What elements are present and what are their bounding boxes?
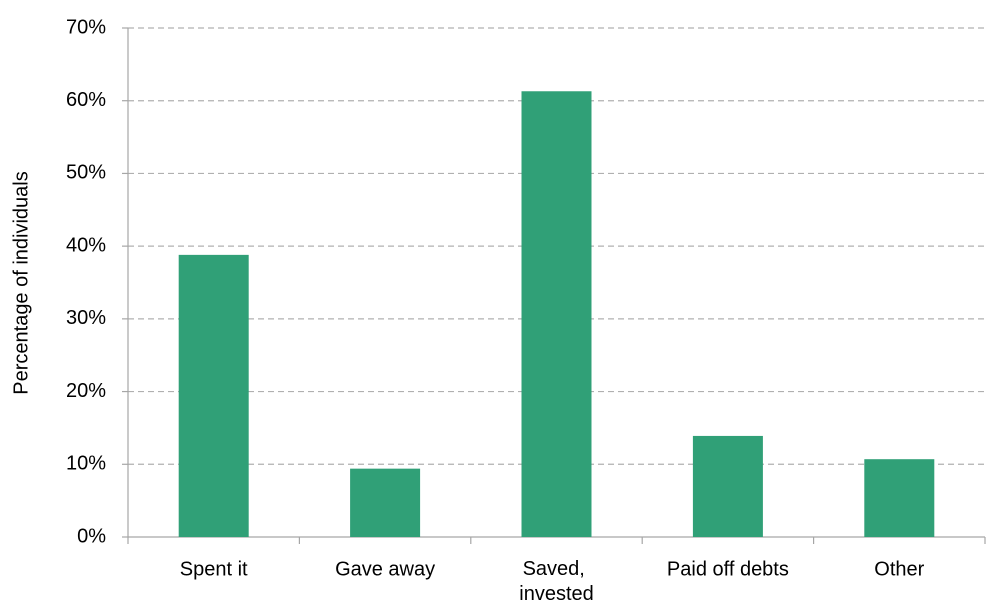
y-tick-label: 70% <box>66 16 106 38</box>
bar <box>864 459 935 537</box>
x-tick-label: Spent it <box>180 558 248 580</box>
y-tick-label: 0% <box>77 525 106 547</box>
bar <box>178 254 249 537</box>
bar <box>692 435 763 537</box>
y-axis-label: Percentage of individuals <box>10 171 32 394</box>
y-tick-label: 30% <box>66 307 106 329</box>
bar <box>350 468 421 537</box>
y-tick-label: 10% <box>66 453 106 475</box>
x-tick-label: Paid off debts <box>667 558 789 580</box>
x-tick-label: Saved, invested <box>519 558 594 605</box>
y-tick-label: 20% <box>66 380 106 402</box>
y-tick-label: 50% <box>66 162 106 184</box>
bar <box>521 91 592 538</box>
y-tick-label: 60% <box>66 89 106 111</box>
x-tick-label: Gave away <box>335 558 435 580</box>
x-tick-label: Other <box>874 558 924 580</box>
y-tick-label: 40% <box>66 234 106 256</box>
